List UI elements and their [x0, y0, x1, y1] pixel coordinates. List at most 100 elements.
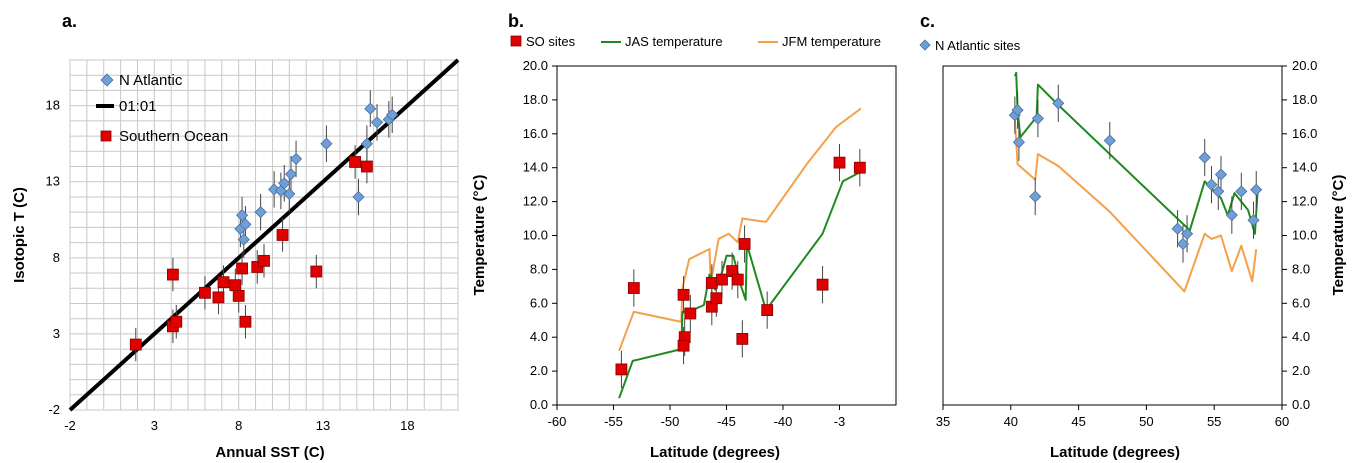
panel-b-ticks: -60 -55 -50 -45 -40 -3 0.0 2.0 4.0 6.0 8.0 10.0 12.0…	[523, 58, 846, 429]
n-atlantic-sites-point-14	[1225, 209, 1238, 222]
n-atlantic-sites-point-16	[1247, 214, 1260, 227]
panel-c-y-tick-label: 8.0	[1292, 261, 1310, 276]
panel-c-y-tick-label: 16.0	[1292, 126, 1317, 141]
so-sites-point-15	[816, 278, 829, 291]
southern-ocean-point-9	[236, 262, 248, 275]
n-atlantic-sites-point-9	[1181, 227, 1194, 240]
n-atlantic-point-5	[268, 183, 281, 196]
panel-b-x-tick-label: -40	[774, 414, 793, 429]
panel-b-y-tick-label: 2.0	[530, 363, 548, 378]
panel-b-chart: b. -60 -55 -50 -45 -40 -3 0.0 2.0 4.0 6.0 8.0 10.0 1…	[471, 11, 897, 461]
southern-ocean-point-4	[199, 286, 211, 299]
c-jfm-temperature-line	[1013, 120, 1258, 293]
panel-a-y-tick-label: 8	[53, 250, 60, 265]
panel-a-chart: a. -2 3 8 13 18 -2 3 8 13 18 Annual SST (C) Isoto…	[11, 11, 460, 461]
n-atlantic-sites-point-5	[1052, 97, 1065, 110]
legend-jas-label: JAS temperature	[625, 34, 723, 49]
panel-a-y-tick-label: -2	[48, 402, 60, 417]
panel-b-y-axis-title: Temperature (°C)	[471, 175, 488, 296]
southern-ocean-point-14	[310, 265, 323, 278]
panel-a-legend: N Atlantic 01:01 Southern Ocean	[96, 72, 228, 145]
legend-southern-ocean-marker	[100, 130, 112, 142]
n-atlantic-point-12	[352, 190, 365, 204]
legend-one-to-one-label: 01:01	[119, 98, 157, 115]
panel-c-y-axis-title: Temperature (°C)	[1330, 175, 1347, 296]
panel-c-x-tick-label: 35	[936, 414, 950, 429]
southern-ocean-point-10	[239, 315, 252, 328]
panel-b-label: b.	[508, 11, 524, 31]
panel-c-legend: N Atlantic sites	[919, 38, 1021, 53]
southern-ocean-point-7	[229, 279, 242, 292]
panel-a-x-tick-label: 13	[316, 418, 330, 433]
southern-ocean-point-5	[212, 291, 225, 304]
southern-ocean-point-16	[361, 160, 373, 173]
panel-a-marks	[68, 58, 460, 412]
so-sites-point-5	[684, 307, 697, 320]
panel-b-y-tick-label: 12.0	[523, 194, 548, 209]
legend-n-atlantic-marker	[100, 73, 114, 87]
so-sites-point-4	[677, 339, 690, 352]
n-atlantic-sites-point-6	[1103, 134, 1116, 147]
southern-ocean-point-3	[170, 315, 183, 328]
so-sites-point-16	[833, 156, 846, 169]
panel-b-y-tick-label: 4.0	[530, 329, 548, 344]
jas-temperature-line	[618, 170, 863, 399]
legend-n-atlantic-sites-label: N Atlantic sites	[935, 38, 1021, 53]
panel-c-y-tick-label: 14.0	[1292, 160, 1317, 175]
so-sites-point-0	[615, 363, 628, 376]
legend-n-atlantic-label: N Atlantic	[119, 72, 183, 89]
so-sites-point-17	[853, 161, 866, 174]
n-atlantic-sites-point-10	[1198, 151, 1211, 164]
panel-c-label: c.	[920, 11, 935, 31]
c-jas-temperature-line	[1013, 71, 1259, 235]
panel-c-y-tick-label: 20.0	[1292, 58, 1317, 73]
panel-b-y-tick-label: 6.0	[530, 295, 548, 310]
panel-b-legend: SO sites JAS temperature JFM temperature	[510, 34, 881, 49]
panel-a-y-axis-title: Isotopic T (C)	[11, 187, 28, 283]
n-atlantic-point-2	[239, 218, 252, 231]
southern-ocean-point-15	[349, 156, 361, 168]
n-atlantic-point-15	[370, 116, 384, 129]
so-sites-point-14	[761, 304, 774, 316]
panel-b-x-tick-label: -50	[661, 414, 680, 429]
panel-c-y-tick-label: 18.0	[1292, 92, 1317, 107]
n-atlantic-sites-point-15	[1235, 185, 1248, 198]
panel-b-x-axis-title: Latitude (degrees)	[650, 444, 780, 461]
so-sites-point-13	[738, 238, 751, 250]
so-sites-point-1	[627, 282, 640, 294]
panel-a-y-tick-label: 3	[53, 326, 60, 341]
so-sites-point-12	[736, 332, 749, 345]
southern-ocean-point-0	[129, 338, 142, 351]
panel-c-y-tick-label: 6.0	[1292, 295, 1310, 310]
panel-c-x-tick-label: 50	[1139, 414, 1153, 429]
legend-n-atlantic-sites-marker	[919, 39, 931, 51]
southern-ocean-point-13	[276, 229, 289, 241]
panel-b-y-tick-label: 18.0	[523, 92, 548, 107]
panel-c-x-tick-label: 45	[1071, 414, 1085, 429]
panel-c-ticks: 35 40 45 50 55 600.0 2.0 4.0 6.0 8.0 10.0 12.0 14.0 1…	[936, 58, 1318, 429]
southern-ocean-point-12	[258, 254, 270, 267]
n-atlantic-sites-point-2	[1012, 136, 1026, 149]
n-atlantic-point-8	[283, 187, 296, 200]
panel-b-y-tick-label: 10.0	[523, 228, 548, 243]
panel-a-x-tick-label: 18	[400, 418, 414, 433]
panel-c-x-axis-title: Latitude (degrees)	[1050, 444, 1180, 461]
panel-b-x-tick-label: -45	[717, 414, 736, 429]
n-atlantic-sites-point-11	[1205, 178, 1218, 191]
panel-c-x-tick-label: 55	[1207, 414, 1221, 429]
n-atlantic-point-7	[278, 177, 291, 190]
so-sites-point-8	[710, 292, 723, 305]
n-atlantic-point-14	[364, 102, 377, 115]
panel-c-marks	[1008, 71, 1263, 293]
panel-c-y-tick-label: 10.0	[1292, 228, 1317, 243]
panel-c-y-tick-label: 12.0	[1292, 194, 1317, 209]
panel-c-plot-area	[942, 65, 1283, 406]
legend-jfm-label: JFM temperature	[782, 34, 881, 49]
panel-a-y-tick-label: 13	[46, 174, 60, 189]
panel-b-marks	[615, 107, 866, 399]
panel-b-y-tick-label: 16.0	[523, 126, 548, 141]
panel-a-x-tick-label: 3	[151, 418, 158, 433]
panel-b-x-tick-label: -60	[548, 414, 567, 429]
n-atlantic-point-3	[237, 233, 250, 246]
